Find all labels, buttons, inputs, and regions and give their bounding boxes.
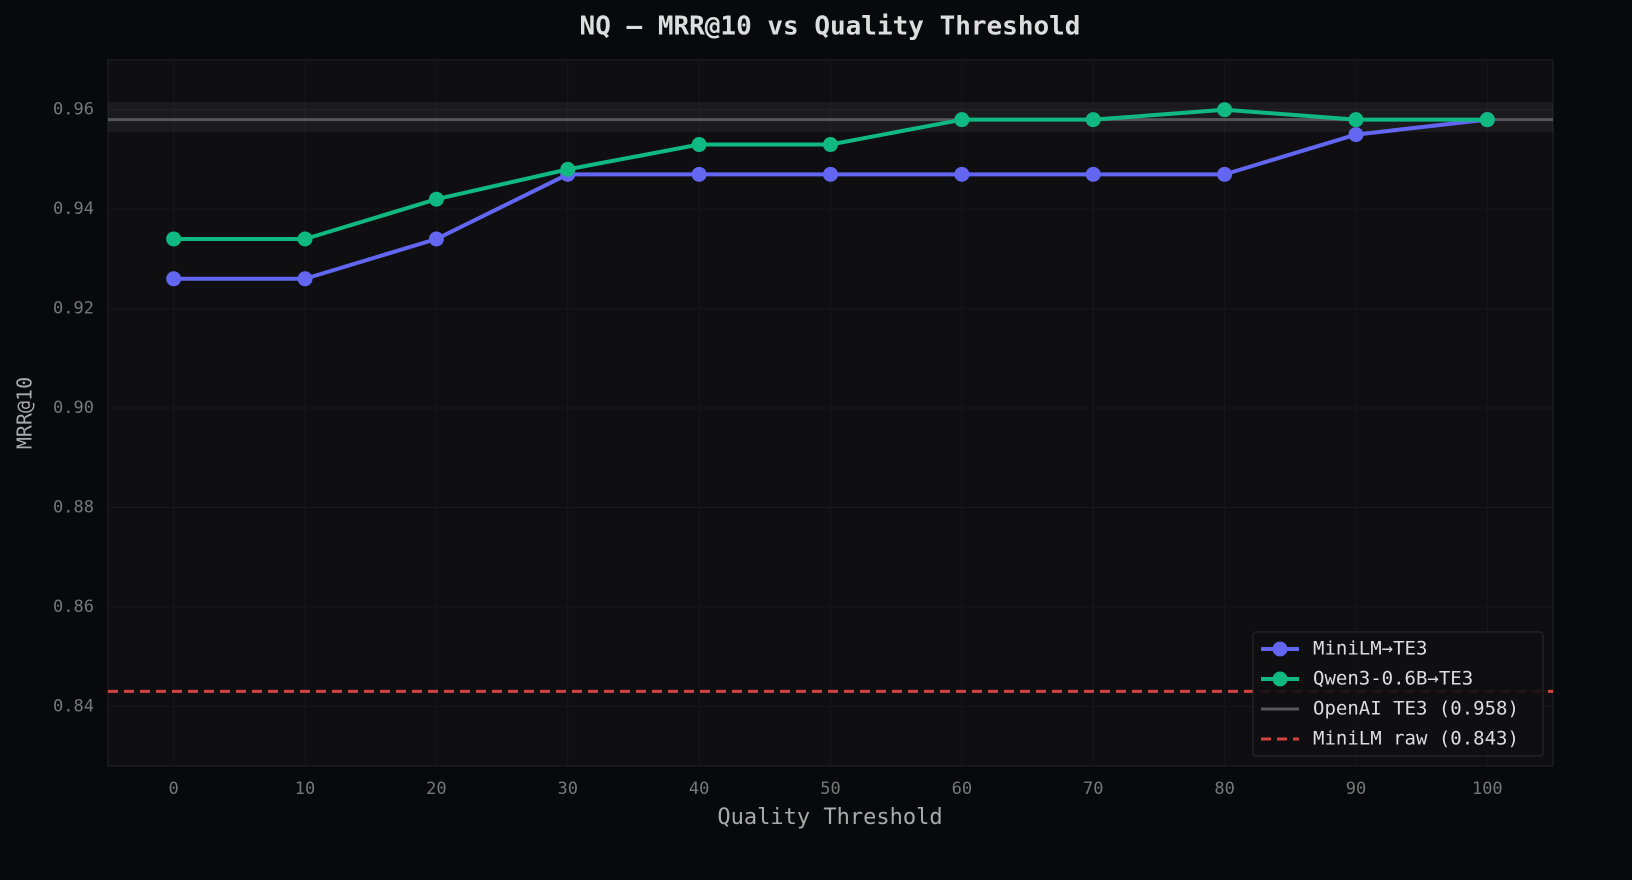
data-point	[1217, 102, 1233, 118]
data-point	[823, 137, 838, 153]
data-point	[1085, 166, 1101, 182]
x-tick-label: 100	[1472, 779, 1503, 799]
data-point	[428, 231, 444, 247]
data-point	[1085, 112, 1101, 128]
y-axis-label: MRR@10	[13, 377, 37, 449]
y-tick-label: 0.86	[53, 597, 94, 617]
data-point	[166, 271, 182, 287]
data-point	[691, 166, 707, 182]
data-point	[297, 231, 313, 247]
x-tick-label: 0	[169, 779, 179, 799]
data-point	[954, 112, 970, 128]
x-tick-label: 70	[1083, 779, 1103, 799]
x-axis-label: Quality Threshold	[717, 805, 942, 830]
legend-label: MiniLM→TE3	[1313, 638, 1427, 660]
data-point	[560, 161, 576, 177]
x-tick-label: 80	[1214, 779, 1234, 799]
y-tick-label: 0.90	[53, 398, 94, 418]
data-point	[954, 166, 970, 182]
data-point	[297, 271, 313, 287]
data-point	[166, 231, 182, 247]
legend-marker	[1272, 641, 1288, 657]
y-tick-label: 0.88	[53, 497, 94, 517]
x-tick-label: 10	[295, 779, 315, 799]
chart-title: NQ — MRR@10 vs Quality Threshold	[580, 12, 1081, 42]
data-point	[1479, 112, 1495, 128]
y-tick-label: 0.84	[53, 696, 94, 716]
x-tick-label: 60	[952, 779, 972, 799]
data-point	[1348, 127, 1364, 143]
legend-label: MiniLM raw (0.843)	[1313, 728, 1519, 750]
y-tick-label: 0.92	[53, 299, 94, 319]
y-tick-label: 0.94	[53, 199, 94, 219]
x-tick-label: 50	[820, 779, 840, 799]
data-point	[691, 137, 707, 153]
x-tick-label: 20	[426, 779, 446, 799]
data-point	[1348, 112, 1364, 128]
legend-box	[1252, 631, 1544, 757]
legend-label: Qwen3-0.6B→TE3	[1313, 668, 1473, 690]
x-tick-label: 30	[558, 779, 578, 799]
x-tick-label: 90	[1346, 779, 1366, 799]
legend-marker	[1272, 671, 1288, 687]
legend-label: OpenAI TE3 (0.958)	[1313, 698, 1519, 720]
data-point	[823, 166, 838, 182]
y-tick-label: 0.96	[53, 100, 94, 120]
data-point	[1217, 166, 1233, 182]
legend: MiniLM→TE3 Qwen3-0.6B→TE3 OpenAI TE3 (0.95…	[1252, 631, 1544, 757]
data-point	[428, 191, 444, 207]
x-tick-label: 40	[689, 779, 709, 799]
